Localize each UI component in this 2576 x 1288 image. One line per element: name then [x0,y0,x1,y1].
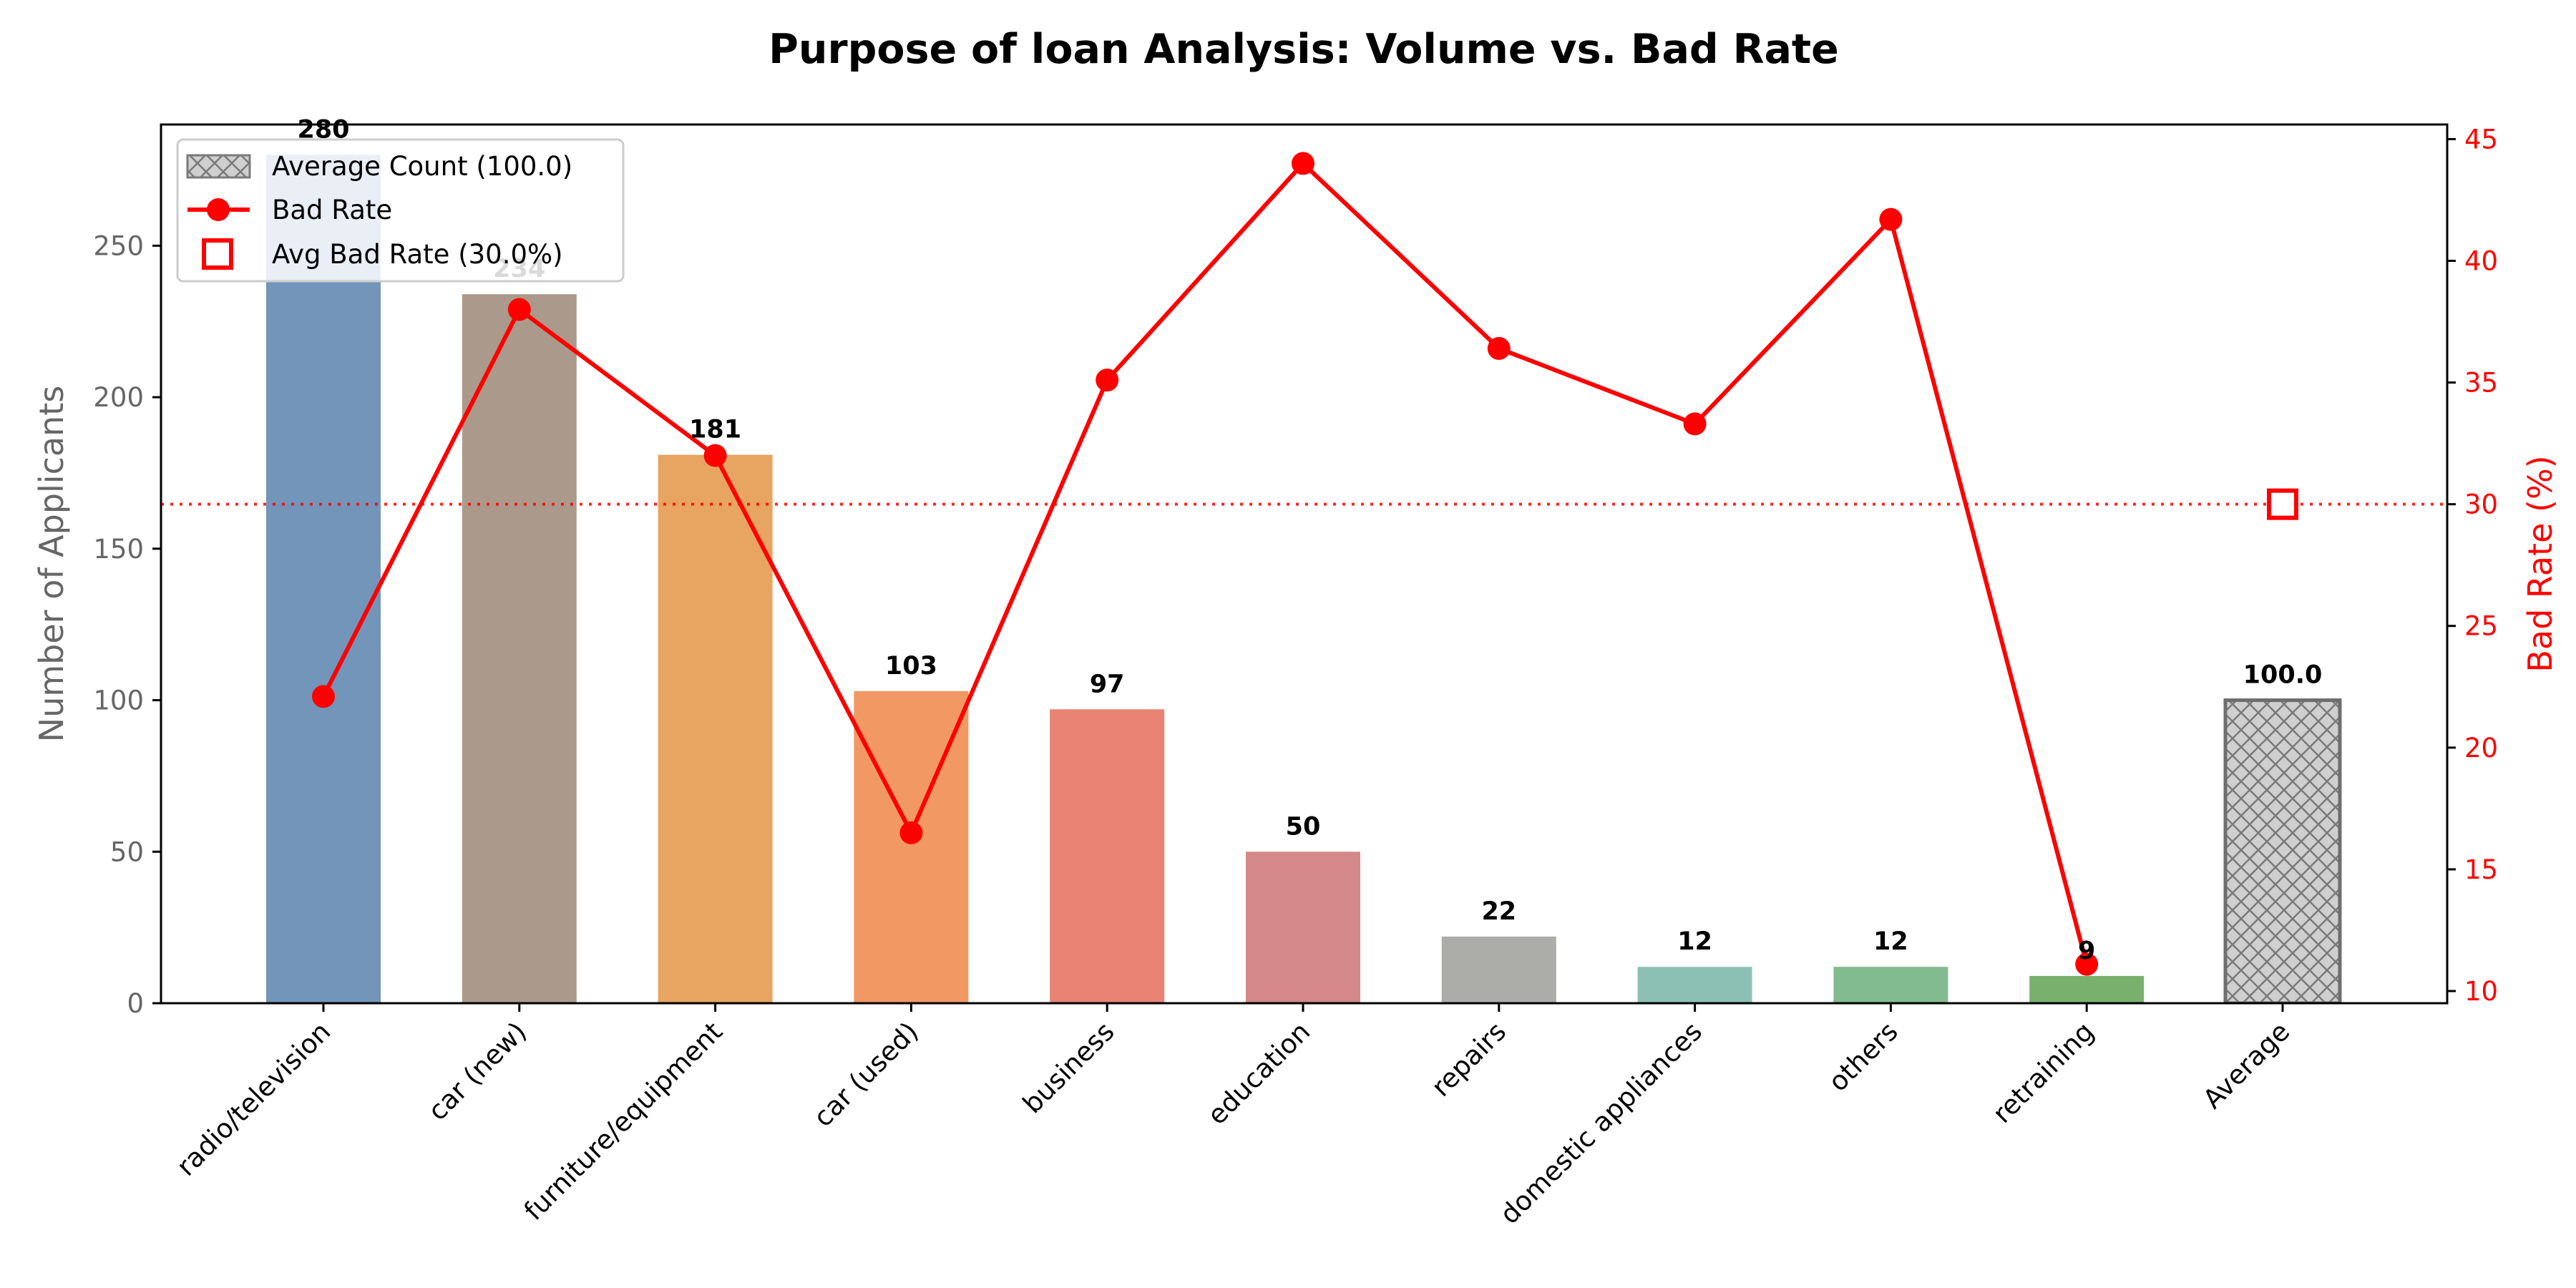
y2-tick-label: 10 [2464,976,2498,1007]
x-tick-label-repairs: repairs [1425,1016,1512,1103]
x-tick-label-average: Average [2197,1016,2296,1115]
y-tick-label: 0 [127,988,144,1019]
x-tick-label-domestic-appliances: domestic appliances [1494,1016,1708,1230]
bar-label-domestic-appliances: 12 [1677,927,1712,956]
bad-rate-point-business [1096,369,1119,392]
bar-label-furniture-equipment: 181 [689,416,741,444]
legend-box [176,138,625,283]
average-bad-rate-line-group [161,488,2447,520]
bar-others [1833,967,1948,1003]
bad-rate-line [321,161,2089,965]
legend-swatch-average-count [186,154,251,179]
y2-tick-label: 20 [2464,733,2498,763]
bad-rate-point-domestic-appliances [1683,412,1707,436]
legend-label-bad-rate: Bad Rate [272,195,392,225]
x-tick-label-others: others [1823,1016,1904,1098]
y2-tick-label: 35 [2464,368,2498,399]
bar-average [2223,698,2342,1003]
bar-label-others: 12 [1873,927,1908,956]
bar-label-business: 97 [1090,670,1125,698]
y2-tick-label: 45 [2464,124,2498,155]
y2-tick-label: 25 [2464,611,2498,642]
bad-rate-point-education [1292,152,1314,175]
bar-business [1050,709,1165,1003]
x-tick-label-car-new: car (new) [422,1016,532,1126]
x-tick-label-radio-television: radio/television [171,1016,337,1182]
legend-swatch-bad-rate-marker [207,198,230,221]
bar-label-retraining: 9 [2078,937,2095,965]
y-tick-label: 250 [93,230,144,261]
legend: Average Count (100.0) Bad Rate Avg Bad R… [176,138,625,283]
bar-repairs [1441,936,1556,1003]
bar-label-education: 50 [1286,812,1321,841]
y-tick-label: 200 [93,382,144,413]
bad-rate-point-car-new [507,298,531,321]
x-axis: radio/television car (new)furniture/equip… [171,1003,2296,1230]
y-tick-label: 50 [110,836,144,867]
bar-domestic-appliances [1637,967,1752,1003]
bar-furniture-equipment [658,454,773,1003]
legend-swatch-avg-bad-rate [202,238,233,270]
y-tick-label: 100 [93,686,144,716]
y2-tick-label: 40 [2464,245,2498,276]
x-tick-label-education: education [1201,1016,1316,1131]
y-axis-right: 10 15 20 25 30 35 40 45 [2447,124,2498,1007]
legend-label-average-count: Average Count (100.0) [272,151,572,182]
bar-label-repairs: 22 [1481,897,1516,926]
bar-retraining [2029,975,2145,1003]
bad-rate-point-retraining [2075,952,2099,976]
bad-rate-point-car-used [899,821,923,844]
bar-radio-television [266,155,381,1003]
bad-rate-point-repairs [1487,336,1511,360]
y-axis-left: 0 50 100 150 200 250 [93,230,161,1019]
bad-rate-line-group [312,152,2099,976]
y2-tick-label: 30 [2464,489,2498,520]
x-tick-label-furniture-equipment: furniture/equipment [518,1016,728,1226]
bar-label-average: 100.0 [2243,661,2323,690]
bar-label-car-used: 103 [885,652,937,680]
y2-tick-label: 15 [2464,854,2498,885]
y2-axis-label: Bad Rate (%) [2521,455,2560,672]
chart-title: Purpose of loan Analysis: Volume vs. Bad… [769,26,1839,73]
bar-education [1246,852,1360,1003]
bad-rate-point-furniture-equipment [703,444,727,467]
average-bad-rate-marker [2267,488,2298,520]
x-tick-label-car-used: car (used) [808,1016,924,1133]
x-tick-label-retraining: retraining [1987,1016,2100,1129]
y-axis-label: Number of Applicants [32,386,71,742]
y-tick-label: 150 [93,534,144,565]
bad-rate-point-radio-television [312,685,335,708]
bar-car-new [462,294,577,1003]
legend-label-avg-bad-rate: Avg Bad Rate (30.0%) [272,239,563,270]
bad-rate-point-others [1879,208,1903,231]
x-tick-label-business: business [1017,1016,1120,1119]
